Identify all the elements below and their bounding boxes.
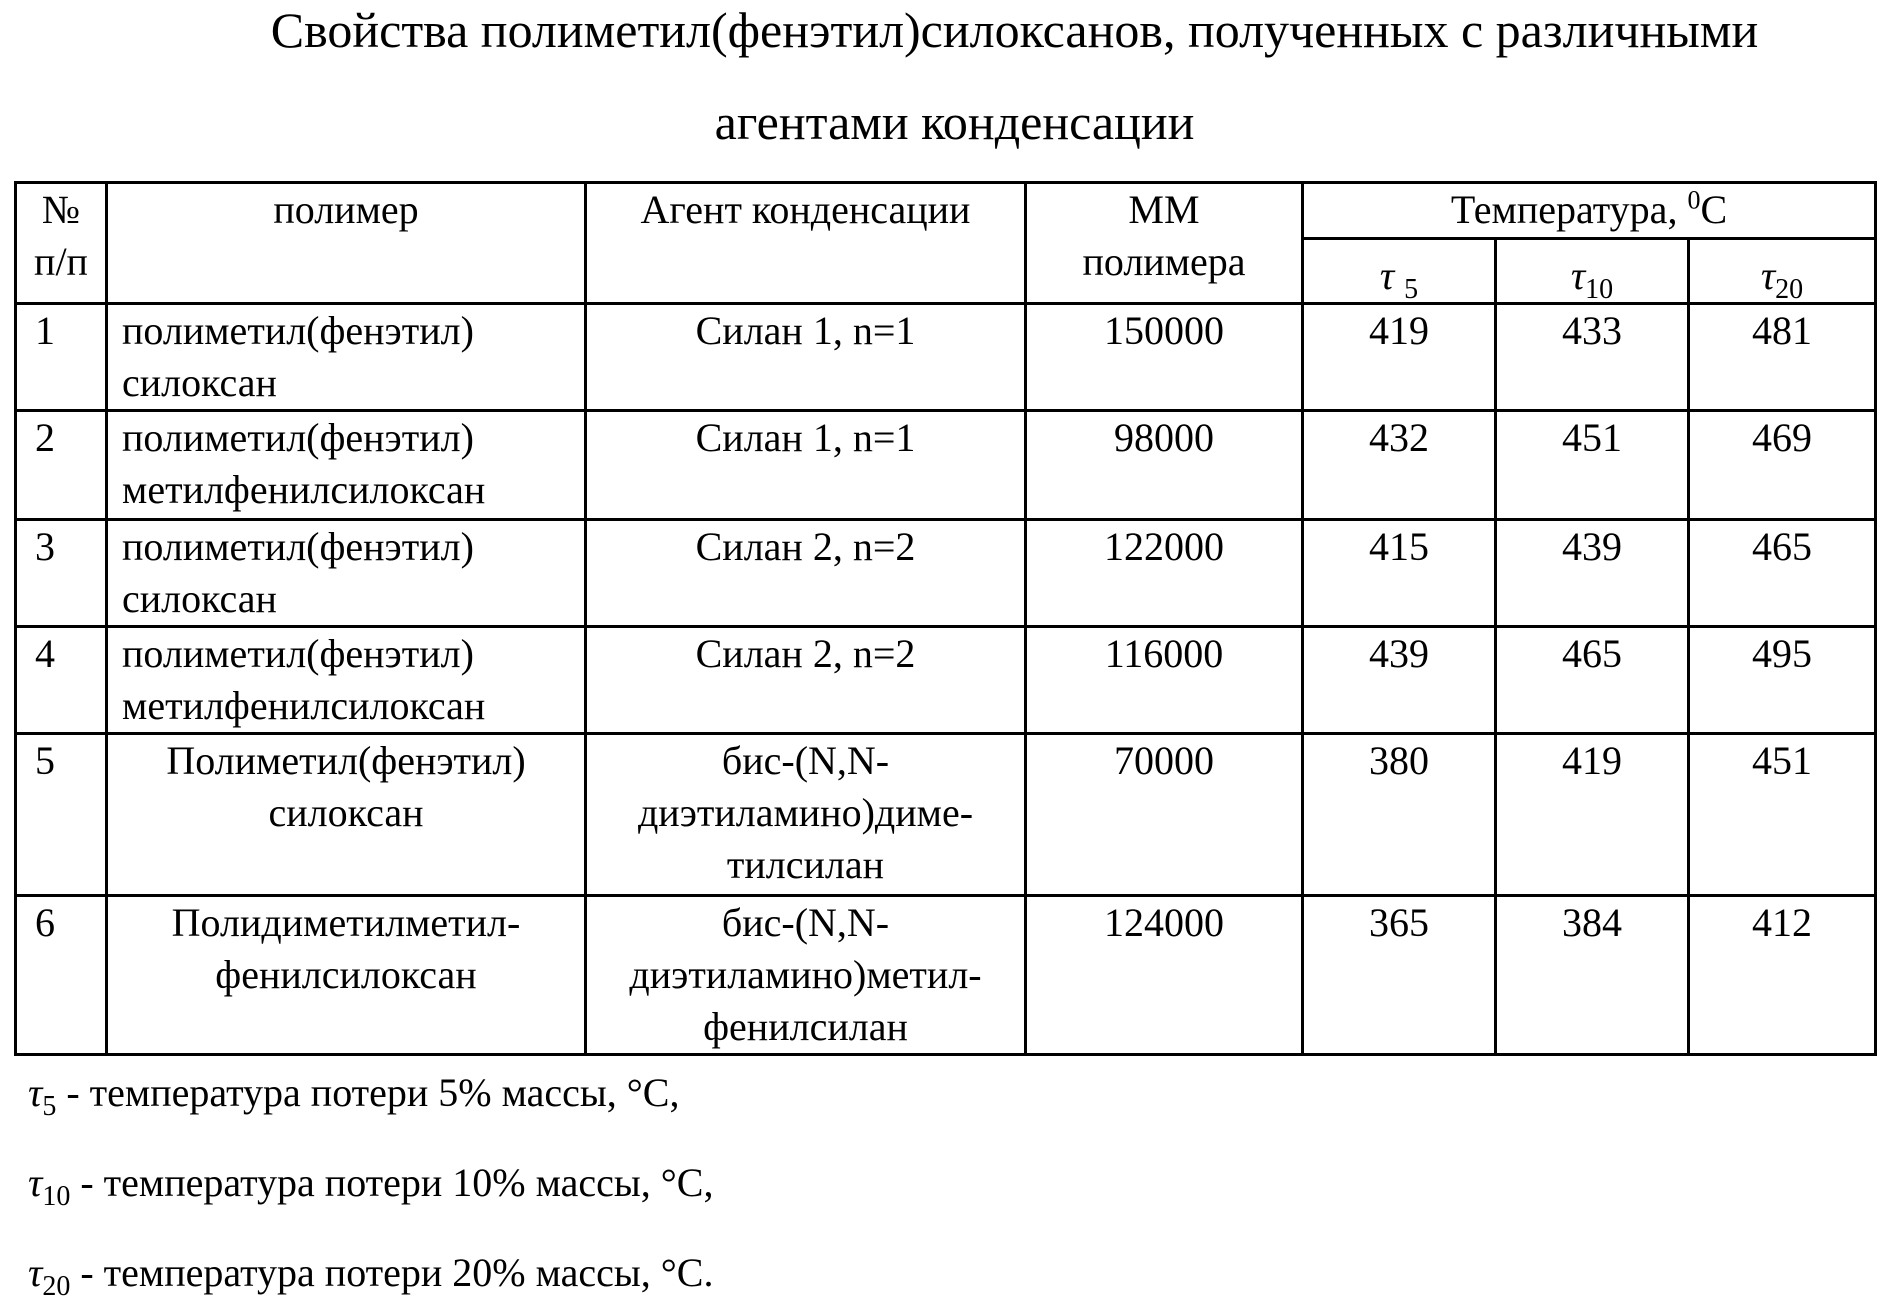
- mm-cell: 116000: [1026, 627, 1303, 734]
- t5-cell: 415: [1303, 520, 1496, 627]
- header-temperature: Температура, 0С: [1303, 183, 1876, 239]
- row-number: 2: [16, 411, 107, 520]
- mm-cell: 122000: [1026, 520, 1303, 627]
- t20-cell: 465: [1689, 520, 1876, 627]
- properties-table: №п/п полимер Агент конденсации ММполимер…: [14, 181, 1877, 1056]
- header-t20: τ20: [1689, 239, 1876, 304]
- table-row: 2полиметил(фенэтил)метилфенилсилоксанСил…: [16, 411, 1876, 520]
- header-t5: τ 5: [1303, 239, 1496, 304]
- footnote-t10: τ10 - температура потери 10% массы, °С,: [28, 1158, 713, 1208]
- title-line-2: агентами конденсации: [10, 92, 1889, 152]
- header-number: №п/п: [16, 183, 107, 304]
- t10-cell: 439: [1496, 520, 1689, 627]
- agent-cell: Силан 1, n=1: [586, 304, 1026, 411]
- t5-cell: 419: [1303, 304, 1496, 411]
- footnote-t5: τ5 - температура потери 5% массы, °С,: [28, 1068, 679, 1118]
- polymer-cell: полиметил(фенэтил)силоксан: [107, 520, 586, 627]
- polymer-cell: Полиметил(фенэтил)силоксан: [107, 734, 586, 896]
- t10-cell: 419: [1496, 734, 1689, 896]
- t20-cell: 451: [1689, 734, 1876, 896]
- table-row: 5Полиметил(фенэтил)силоксанбис-(N,N-диэт…: [16, 734, 1876, 896]
- t20-cell: 481: [1689, 304, 1876, 411]
- agent-cell: Силан 2, n=2: [586, 627, 1026, 734]
- polymer-cell: Полидиметилметил-фенилсилоксан: [107, 896, 586, 1055]
- title-line-1: Свойства полиметил(фенэтил)силоксанов, п…: [70, 0, 1889, 60]
- mm-cell: 150000: [1026, 304, 1303, 411]
- t10-cell: 384: [1496, 896, 1689, 1055]
- t5-cell: 439: [1303, 627, 1496, 734]
- t10-cell: 465: [1496, 627, 1689, 734]
- t5-cell: 380: [1303, 734, 1496, 896]
- t20-cell: 469: [1689, 411, 1876, 520]
- t5-cell: 365: [1303, 896, 1496, 1055]
- t10-cell: 451: [1496, 411, 1689, 520]
- t10-cell: 433: [1496, 304, 1689, 411]
- t20-cell: 495: [1689, 627, 1876, 734]
- mm-cell: 98000: [1026, 411, 1303, 520]
- polymer-cell: полиметил(фенэтил)метилфенилсилоксан: [107, 627, 586, 734]
- mm-cell: 124000: [1026, 896, 1303, 1055]
- t20-cell: 412: [1689, 896, 1876, 1055]
- footnote-t20: τ20 - температура потери 20% массы, °С.: [28, 1248, 713, 1298]
- agent-cell: Силан 2, n=2: [586, 520, 1026, 627]
- t5-cell: 432: [1303, 411, 1496, 520]
- polymer-cell: полиметил(фенэтил)силоксан: [107, 304, 586, 411]
- table-row: 6Полидиметилметил-фенилсилоксанбис-(N,N-…: [16, 896, 1876, 1055]
- row-number: 6: [16, 896, 107, 1055]
- header-polymer: полимер: [107, 183, 586, 304]
- table-row: 4полиметил(фенэтил)метилфенилсилоксанСил…: [16, 627, 1876, 734]
- agent-cell: бис-(N,N-диэтиламино)метил-фенилсилан: [586, 896, 1026, 1055]
- row-number: 4: [16, 627, 107, 734]
- row-number: 5: [16, 734, 107, 896]
- header-t10: τ10: [1496, 239, 1689, 304]
- agent-cell: Силан 1, n=1: [586, 411, 1026, 520]
- row-number: 3: [16, 520, 107, 627]
- agent-cell: бис-(N,N-диэтиламино)диме-тилсилан: [586, 734, 1026, 896]
- header-mm: ММполимера: [1026, 183, 1303, 304]
- polymer-cell: полиметил(фенэтил)метилфенилсилоксан: [107, 411, 586, 520]
- mm-cell: 70000: [1026, 734, 1303, 896]
- row-number: 1: [16, 304, 107, 411]
- table-row: 1полиметил(фенэтил)силоксанСилан 1, n=11…: [16, 304, 1876, 411]
- table-row: 3полиметил(фенэтил)силоксанСилан 2, n=21…: [16, 520, 1876, 627]
- header-agent: Агент конденсации: [586, 183, 1026, 304]
